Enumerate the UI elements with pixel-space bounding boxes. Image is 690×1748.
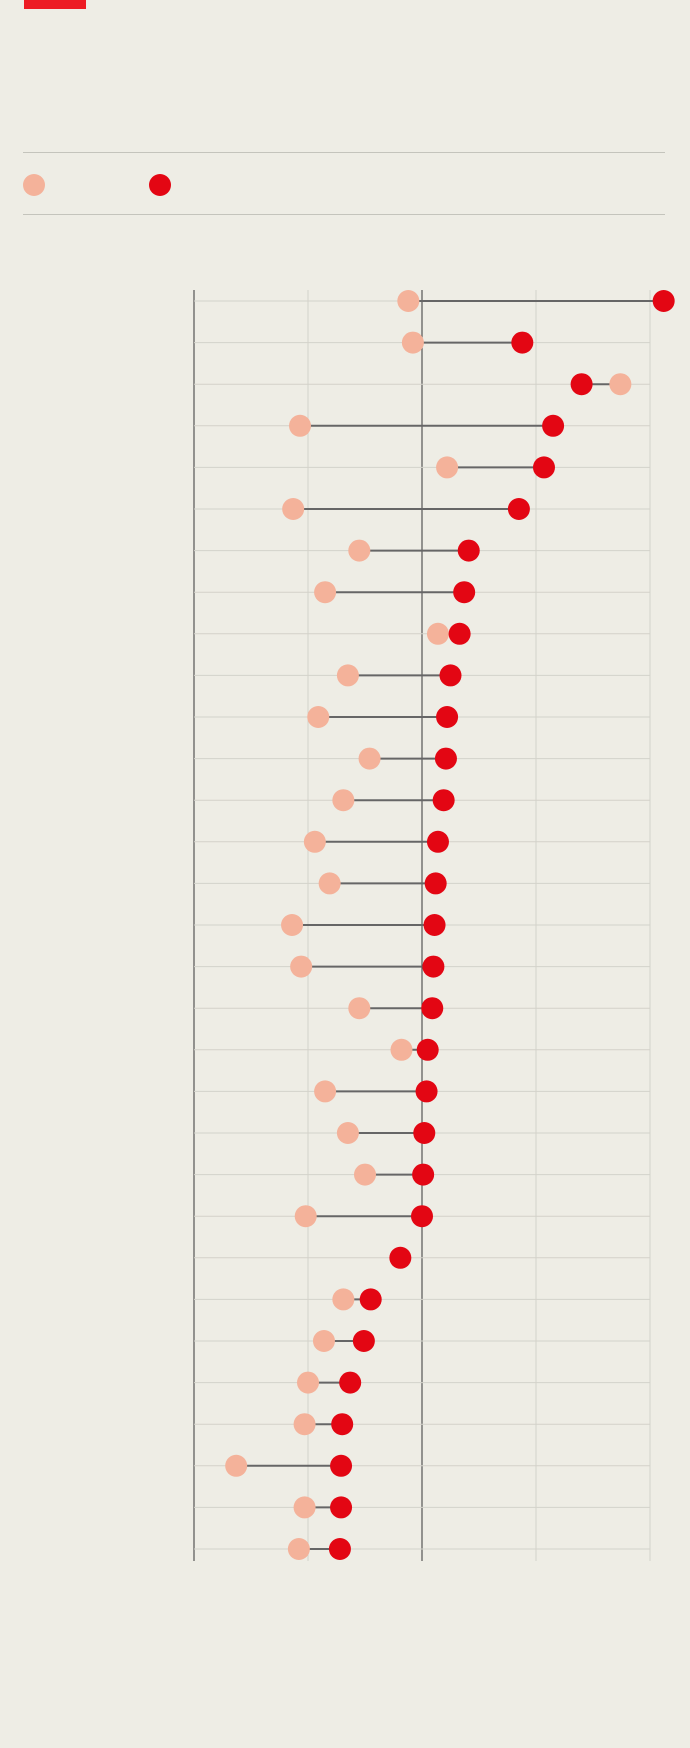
point-after-4: [532, 456, 555, 479]
point-after-30: [328, 1538, 351, 1560]
point-before-3: [289, 414, 312, 437]
point-before-30: [287, 1538, 310, 1560]
point-after-10: [436, 706, 459, 728]
point-after-21: [412, 1163, 435, 1186]
point-after-20: [413, 1122, 436, 1144]
point-before-2: [609, 373, 632, 396]
point-before-21: [354, 1163, 376, 1186]
dumbbell-chart: [193, 290, 675, 1561]
point-after-24: [359, 1288, 382, 1311]
point-before-12: [332, 789, 355, 812]
legend-dot-before: [23, 174, 45, 196]
point-before-19: [314, 1080, 337, 1103]
point-after-15: [423, 914, 446, 936]
point-before-20: [336, 1122, 359, 1144]
point-before-11: [358, 747, 381, 770]
point-before-0: [397, 290, 420, 312]
point-after-5: [507, 498, 530, 520]
point-after-16: [422, 955, 445, 978]
point-before-6: [348, 539, 371, 562]
point-before-27: [293, 1413, 316, 1436]
point-after-23: [389, 1246, 412, 1269]
point-after-28: [330, 1454, 353, 1477]
point-before-1: [401, 331, 424, 354]
point-after-25: [352, 1330, 375, 1352]
point-before-8: [426, 622, 449, 645]
point-before-26: [297, 1371, 319, 1394]
point-after-26: [339, 1371, 362, 1394]
accent-bar: [24, 0, 86, 9]
point-after-29: [330, 1496, 353, 1519]
point-before-18: [390, 1038, 413, 1061]
point-before-15: [281, 914, 304, 936]
point-after-0: [652, 290, 675, 312]
point-after-6: [457, 539, 480, 562]
point-after-9: [439, 664, 462, 687]
legend: [23, 170, 665, 200]
legend-bottom-rule: [23, 214, 665, 215]
point-before-24: [332, 1288, 355, 1311]
point-after-18: [416, 1038, 439, 1061]
point-after-7: [453, 581, 476, 604]
legend-dot-after: [149, 174, 171, 196]
point-after-17: [421, 997, 444, 1020]
legend-item-before: [23, 170, 53, 200]
point-before-5: [282, 498, 305, 520]
point-before-4: [436, 456, 459, 479]
point-after-13: [426, 830, 449, 853]
point-before-9: [336, 664, 359, 687]
point-after-8: [448, 622, 471, 645]
point-before-14: [318, 872, 341, 895]
point-before-25: [312, 1330, 335, 1352]
point-after-12: [432, 789, 455, 812]
point-after-11: [434, 747, 457, 770]
point-after-19: [415, 1080, 438, 1103]
point-before-22: [294, 1205, 317, 1228]
point-before-28: [225, 1454, 248, 1477]
point-before-16: [290, 955, 313, 978]
legend-top-rule: [23, 152, 665, 153]
point-after-2: [570, 373, 593, 396]
point-after-14: [424, 872, 447, 895]
point-before-29: [293, 1496, 316, 1519]
point-after-3: [542, 414, 565, 437]
legend-item-after: [149, 170, 179, 200]
point-before-10: [307, 706, 330, 728]
point-after-22: [411, 1205, 433, 1228]
point-before-7: [314, 581, 337, 604]
point-after-1: [511, 331, 534, 354]
point-after-27: [331, 1413, 354, 1436]
point-before-13: [303, 830, 326, 853]
point-before-17: [348, 997, 371, 1020]
